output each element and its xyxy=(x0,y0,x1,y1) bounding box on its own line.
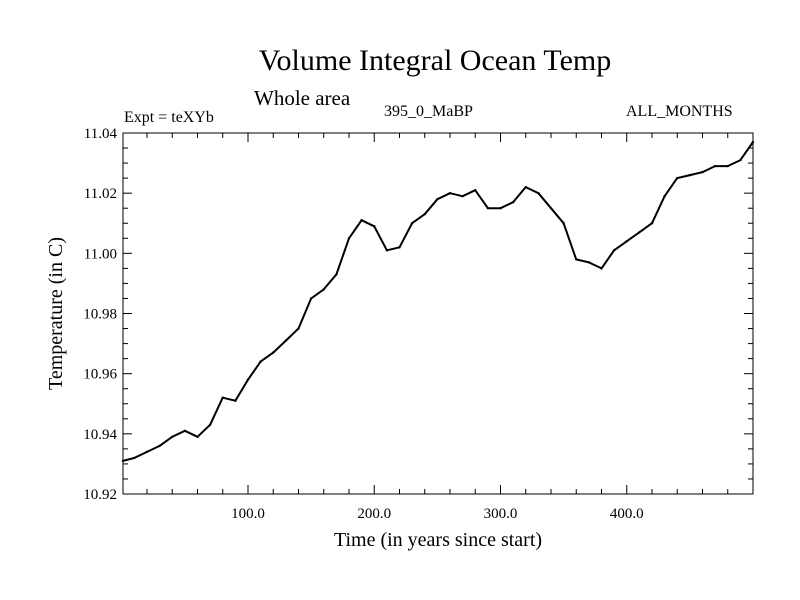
data-point xyxy=(701,170,704,174)
data-point xyxy=(663,194,666,198)
data-point xyxy=(688,173,692,177)
chart-title: Volume Integral Ocean Temp xyxy=(258,44,612,77)
data-point xyxy=(676,176,679,180)
data-point xyxy=(638,231,641,234)
data-point xyxy=(309,297,313,300)
data-point xyxy=(650,222,654,225)
data-point xyxy=(398,246,401,249)
months-label: ALL_MONTHS xyxy=(626,103,733,120)
data-point xyxy=(385,249,389,252)
data-point xyxy=(486,207,490,210)
data-point xyxy=(335,273,338,276)
data-point xyxy=(562,222,565,225)
data-point xyxy=(410,222,414,225)
data-point xyxy=(511,200,515,204)
data-point xyxy=(625,240,628,243)
data-point xyxy=(474,188,477,192)
data-point xyxy=(436,197,439,201)
data-point xyxy=(272,351,275,354)
data-point xyxy=(461,194,464,198)
y-tick-label: 10.92 xyxy=(83,487,117,503)
data-point xyxy=(499,207,502,210)
series-points xyxy=(121,140,755,463)
x-tick-label: 100.0 xyxy=(231,506,265,522)
y-tick-labels: 10.92 10.94 10.96 10.98 11.00 11.02 11.04 xyxy=(83,126,117,503)
x-tick-labels: 100.0 200.0 300.0 400.0 xyxy=(231,506,644,522)
data-point xyxy=(347,237,351,240)
plot-frame xyxy=(122,132,754,495)
data-point xyxy=(575,258,578,261)
temperature-series-line xyxy=(122,141,754,462)
chart-subtitle: Whole area xyxy=(254,86,351,110)
data-point xyxy=(739,158,742,162)
data-point xyxy=(196,435,199,439)
data-point xyxy=(600,267,603,270)
data-point xyxy=(360,219,363,222)
x-axis-label: Time (in years since start) xyxy=(334,529,542,551)
data-point xyxy=(145,450,149,454)
data-point xyxy=(246,378,250,381)
y-tick-label: 11.04 xyxy=(84,126,118,142)
data-point xyxy=(549,207,553,210)
data-point xyxy=(322,288,325,291)
y-tick-label: 11.00 xyxy=(84,246,117,262)
data-point xyxy=(448,191,452,195)
x-tick-label: 300.0 xyxy=(484,506,518,522)
data-point xyxy=(423,213,426,216)
data-point xyxy=(524,185,527,189)
data-point xyxy=(158,444,161,448)
data-point xyxy=(713,164,717,168)
x-tick-label: 400.0 xyxy=(610,506,644,522)
data-point xyxy=(234,399,237,402)
data-point xyxy=(537,191,540,195)
data-point xyxy=(284,339,288,342)
data-point xyxy=(612,249,616,252)
data-point xyxy=(259,360,262,363)
y-tick-label: 10.98 xyxy=(83,307,117,323)
data-point xyxy=(373,225,376,228)
data-point xyxy=(221,396,224,399)
y-tick-label: 10.96 xyxy=(83,367,117,383)
data-point xyxy=(183,429,187,433)
axis-ticks xyxy=(123,132,753,495)
data-point xyxy=(726,164,729,168)
y-axis-label: Temperature (in C) xyxy=(45,237,67,390)
x-tick-label: 200.0 xyxy=(357,506,391,522)
y-tick-label: 10.94 xyxy=(83,427,117,443)
data-point xyxy=(208,423,212,427)
data-point xyxy=(133,456,136,460)
data-point xyxy=(587,261,591,264)
data-point xyxy=(171,435,174,439)
experiment-name-label: 395_0_MaBP xyxy=(384,103,473,120)
experiment-label: Expt = teXYb xyxy=(124,109,214,126)
data-point xyxy=(297,327,300,330)
y-tick-label: 11.02 xyxy=(84,186,117,202)
